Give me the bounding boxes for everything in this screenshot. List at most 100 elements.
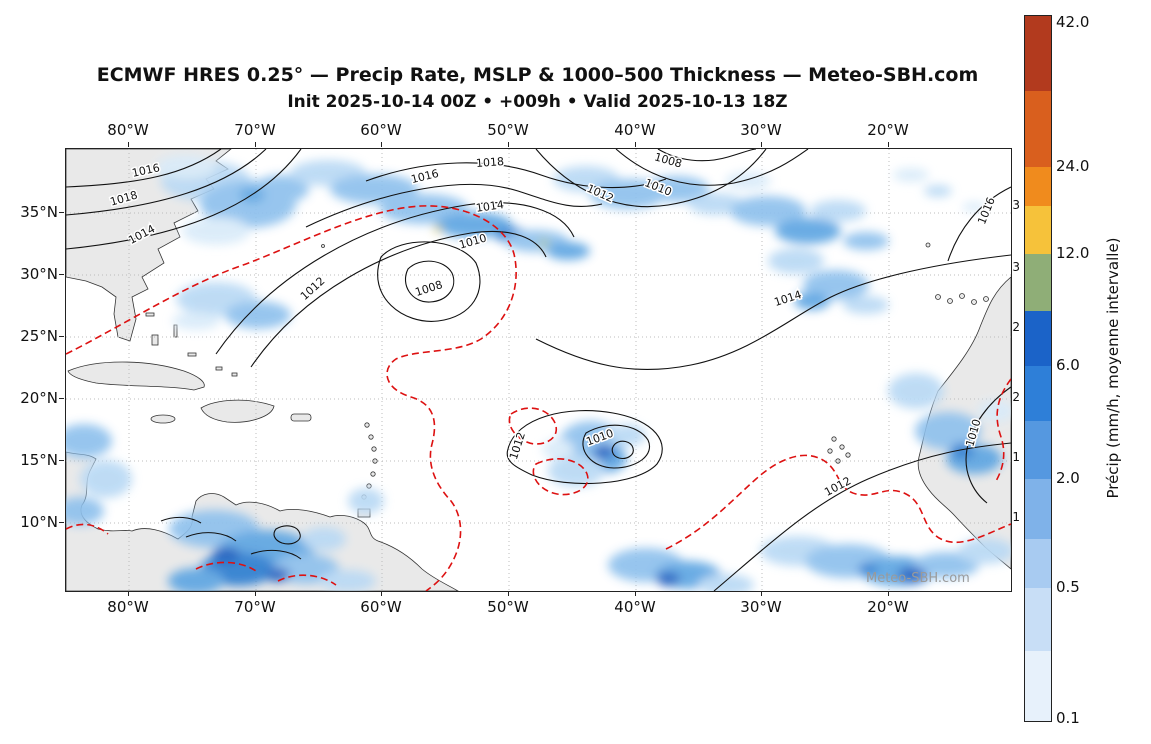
colorbar-title: Précip (mm/h, moyenne intervalle) (1104, 237, 1122, 499)
y-tick-mark (59, 212, 64, 213)
colorbar-left-tick-label: 3 (1012, 260, 1020, 274)
x-tick-label-top: 50°W (487, 121, 529, 139)
x-tick-label-top: 70°W (234, 121, 276, 139)
mslp-contour (947, 186, 1012, 262)
map-plot: 1016 1018 1014 1016 1018 1014 1012 1010 1008 1012… (56, 148, 1014, 596)
x-tick-mark (255, 142, 256, 147)
colorbar-segment (1025, 651, 1051, 721)
x-tick-label-top: 20°W (867, 121, 909, 139)
x-tick-mark (635, 591, 636, 596)
colorbar-tick-label: 2.0 (1056, 469, 1080, 487)
mslp-contour (250, 549, 302, 560)
colorbar-tick-label: 24.0 (1056, 157, 1090, 175)
x-tick-mark (508, 591, 509, 596)
colorbar-segment (1025, 311, 1051, 366)
thickness-contour (995, 378, 1012, 482)
mslp-contour (65, 148, 267, 216)
colorbar-segment (1025, 167, 1051, 206)
mslp-contour (615, 148, 809, 186)
x-tick-label-bottom: 50°W (487, 598, 529, 616)
grid-lines (66, 149, 1011, 591)
colorbar-segment (1025, 421, 1051, 479)
mslp-contour (404, 260, 455, 303)
land-jamaica (150, 414, 176, 424)
colorbar-segments (1025, 16, 1051, 721)
colorbar-segment (1025, 254, 1051, 311)
mslp-contour (160, 516, 202, 524)
x-tick-label-top: 30°W (740, 121, 782, 139)
x-tick-mark (761, 142, 762, 147)
y-tick-label: 35°N (20, 203, 58, 221)
x-tick-mark (888, 591, 889, 596)
mslp-contour (611, 440, 634, 459)
x-tick-label-top: 80°W (107, 121, 149, 139)
mslp-contour (713, 442, 1012, 592)
mslp-contour (965, 386, 1012, 504)
mslp-contour (377, 241, 481, 322)
x-tick-mark (888, 142, 889, 147)
colorbar-left-tick-label: 3 (1012, 198, 1020, 212)
colorbar-segment (1025, 479, 1051, 539)
y-tick-mark (59, 460, 64, 461)
mslp-contour (535, 254, 1012, 371)
y-tick-label: 10°N (20, 513, 58, 531)
land-puerto-rico (290, 413, 312, 422)
colorbar-tick-label: 42.0 (1056, 13, 1090, 31)
mslp-contour (657, 148, 757, 162)
x-tick-mark (508, 142, 509, 147)
land-hispaniola (200, 399, 275, 423)
mslp-contour (65, 148, 222, 188)
mslp-contour (185, 532, 237, 542)
x-tick-mark (255, 591, 256, 596)
mslp-contour (506, 410, 663, 485)
x-tick-mark (128, 142, 129, 147)
x-tick-mark (128, 591, 129, 596)
y-tick-label: 25°N (20, 327, 58, 345)
colorbar-segment (1025, 206, 1051, 254)
x-tick-mark (761, 591, 762, 596)
x-tick-mark (381, 591, 382, 596)
colorbar-tick-label: 6.0 (1056, 356, 1080, 374)
isobar-label: 1014 (475, 198, 505, 215)
watermark: Meteo-SBH.com (866, 571, 970, 586)
y-tick-mark (59, 522, 64, 523)
thickness-contour (65, 205, 517, 592)
thickness-contour (508, 407, 558, 445)
x-tick-mark (381, 142, 382, 147)
mslp-contour (250, 230, 547, 368)
page-subtitle: Init 2025-10-14 00Z • +009h • Valid 2025… (287, 92, 788, 112)
thickness-contour (665, 454, 1012, 550)
mslp-contour (215, 202, 575, 355)
colorbar-segment (1025, 539, 1051, 588)
isobar-label: 1018 (476, 155, 505, 170)
x-tick-label-top: 40°W (614, 121, 656, 139)
y-tick-label: 30°N (20, 265, 58, 283)
x-tick-label-bottom: 40°W (614, 598, 656, 616)
y-tick-label: 20°N (20, 389, 58, 407)
page-title: ECMWF HRES 0.25° — Precip Rate, MSLP & 1… (96, 64, 979, 86)
x-tick-label-bottom: 70°W (234, 598, 276, 616)
colorbar-left-tick-label: 1 (1012, 450, 1020, 464)
y-tick-mark (59, 398, 64, 399)
land-bahamas (145, 244, 325, 377)
x-tick-label-bottom: 30°W (740, 598, 782, 616)
thickness-contour (195, 561, 257, 572)
mslp-contour (365, 162, 667, 189)
y-tick-label: 15°N (20, 451, 58, 469)
thickness-contour (532, 458, 589, 496)
colorbar-tick-label: 0.1 (1056, 709, 1080, 727)
x-tick-mark (635, 142, 636, 147)
colorbar-segment (1025, 16, 1051, 91)
colorbar-tick-label: 0.5 (1056, 578, 1080, 596)
mslp-contour-layer (65, 148, 1012, 592)
isobar-label: 1012 (507, 431, 528, 462)
colorbar-segment (1025, 366, 1051, 421)
colorbar (1024, 15, 1052, 722)
precip-layer (56, 155, 1014, 596)
x-tick-label-top: 60°W (360, 121, 402, 139)
mslp-contour (582, 424, 651, 469)
map-canvas: 1016101810141016101810141012101010081012… (56, 148, 1014, 596)
mslp-contour (273, 525, 301, 545)
isobar-label: 1012 (298, 274, 328, 302)
x-tick-label-bottom: 80°W (107, 598, 149, 616)
